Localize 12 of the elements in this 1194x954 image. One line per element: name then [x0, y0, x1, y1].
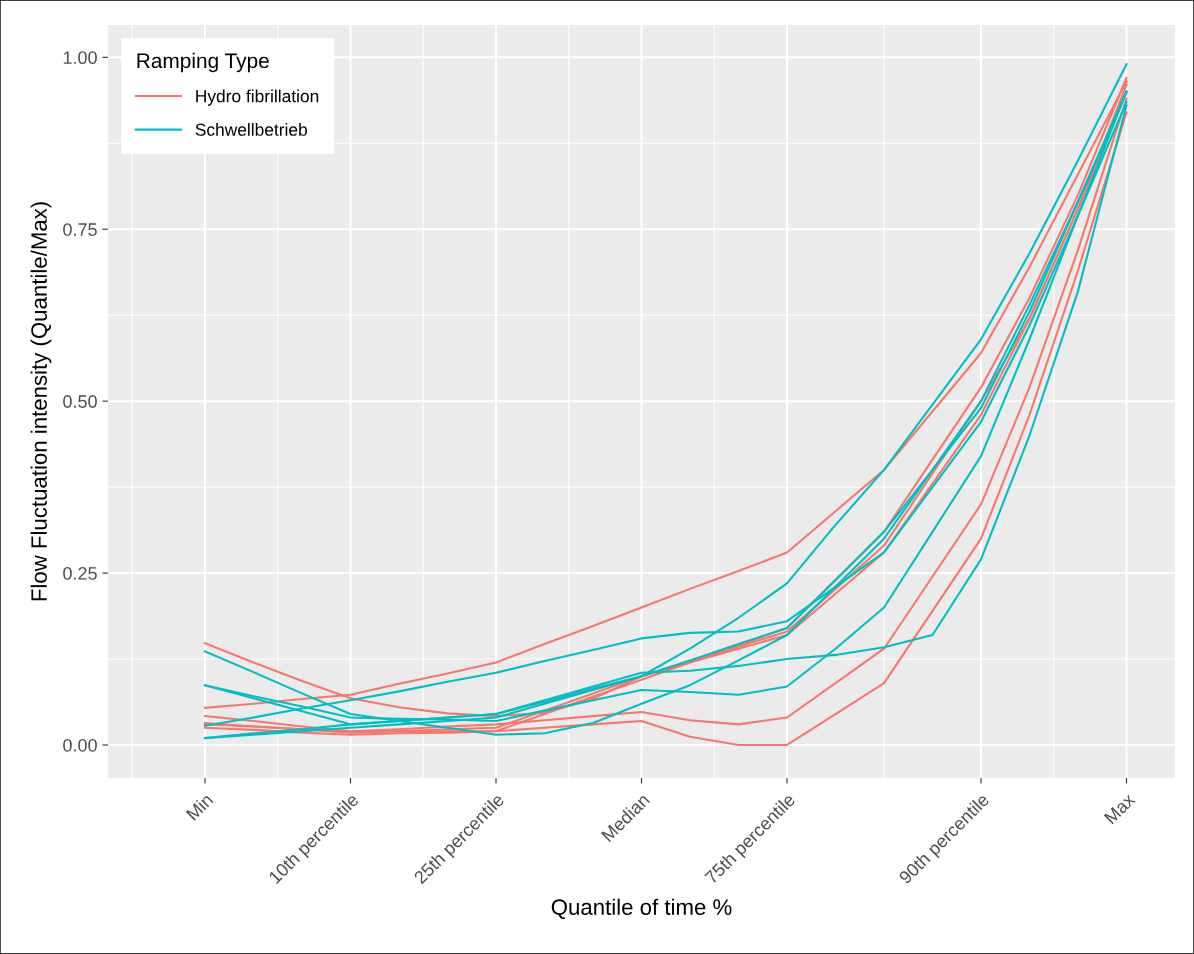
legend-label: Hydro fibrillation	[196, 89, 319, 106]
y-tick-label: 0.00	[63, 738, 97, 752]
y-tick-label: 0.75	[63, 223, 97, 236]
legend-label: Schwellbetrieb	[195, 123, 307, 136]
y-tick-label: 0.50	[63, 395, 97, 408]
x-tick-label: Min	[185, 792, 214, 821]
y-axis-title: Flow Fluctuation intensity (Quantile/Max)	[30, 202, 52, 601]
y-tick-label: 0.25	[63, 567, 97, 580]
legend-title: Ramping Type	[137, 52, 269, 73]
y-tick-label: 1.00	[63, 51, 97, 65]
x-axis-title: Quantile of time %	[551, 898, 732, 919]
x-tick-label: Max	[1103, 792, 1136, 825]
